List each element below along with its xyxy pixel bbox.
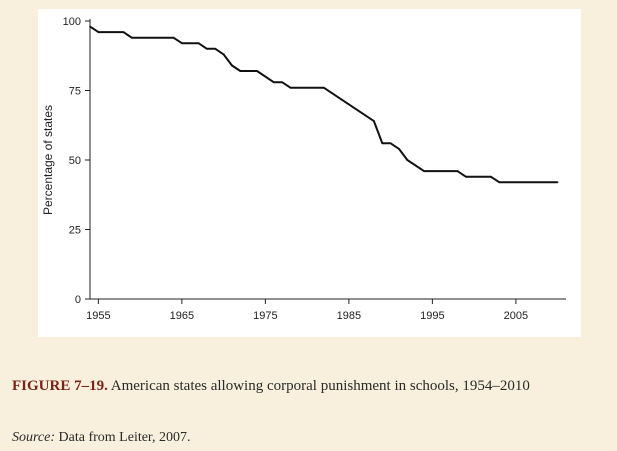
axes: [89, 19, 566, 300]
data-point: [289, 86, 292, 89]
data-point: [406, 159, 409, 161]
data-point: [256, 70, 258, 72]
data-point: [89, 25, 91, 28]
x-tick-label: 1955: [86, 310, 110, 322]
data-point: [398, 148, 400, 150]
data-point: [373, 120, 375, 122]
source-note: Source: Data from Leiter, 2007.: [12, 429, 191, 447]
data-point: [389, 142, 392, 145]
x-tick-label: 2005: [504, 310, 528, 322]
data-point: [181, 42, 183, 45]
figure-caption: FIGURE 7–19. American states allowing co…: [12, 375, 607, 397]
data-point: [456, 170, 459, 172]
data-point: [323, 86, 325, 89]
data-point: [97, 31, 100, 33]
tick-marks: [85, 20, 517, 304]
data-point: [197, 42, 200, 45]
data-point: [498, 181, 500, 184]
y-tick-label: 25: [69, 225, 81, 237]
y-axis-title: Percentage of states: [41, 105, 55, 215]
source-label: Source:: [12, 430, 56, 445]
caption-text: American states allowing corporal punish…: [107, 378, 530, 394]
y-tick-label: 50: [69, 155, 81, 167]
line-chart: 0 25 50 75 100 1955 1965 1975 1985 1995 2005 Perce…: [41, 16, 566, 322]
data-point: [464, 175, 467, 178]
data-point: [281, 81, 283, 83]
series-line: [89, 25, 558, 184]
data-point: [239, 70, 242, 72]
x-tick-label: 1995: [420, 310, 444, 322]
x-tick-label: 1965: [170, 310, 194, 322]
tick-labels: 0 25 50 75 100 1955 1965 1975 1985 1995 2005: [63, 16, 528, 322]
data-point: [556, 181, 559, 184]
source-text: Data from Leiter, 2007.: [55, 430, 191, 445]
data-point: [214, 48, 217, 50]
data-point: [272, 81, 275, 83]
data-point: [206, 48, 208, 50]
data-point: [172, 36, 175, 39]
x-tick-label: 1975: [253, 310, 277, 322]
y-tick-label: 0: [75, 294, 81, 306]
data-point: [130, 36, 133, 39]
data-point: [423, 170, 425, 172]
data-point: [231, 64, 233, 67]
figure-panel: 0 25 50 75 100 1955 1965 1975 1985 1995 2005 Perce…: [38, 9, 581, 337]
y-tick-label: 75: [69, 86, 81, 98]
data-point: [381, 142, 384, 145]
caption-label: FIGURE 7–19.: [12, 378, 108, 394]
data-point: [490, 175, 492, 178]
series-layer: [89, 25, 559, 184]
data-point: [222, 53, 225, 56]
y-tick-label: 100: [63, 16, 81, 28]
x-tick-label: 1985: [337, 310, 361, 322]
data-point: [122, 31, 125, 33]
